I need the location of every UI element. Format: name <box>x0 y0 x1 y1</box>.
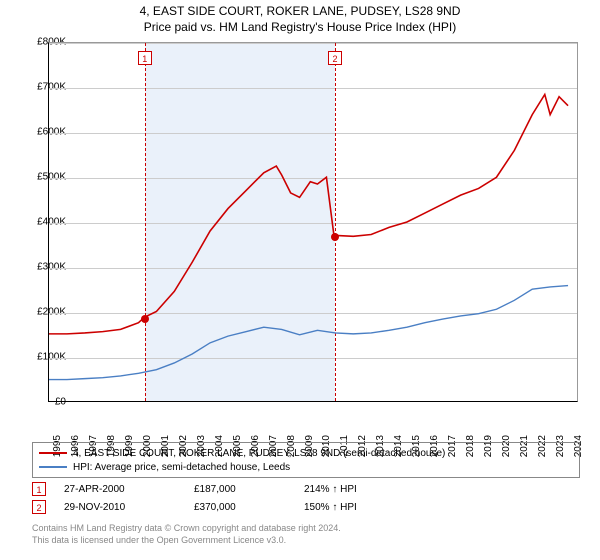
sale-date-2: 29-NOV-2010 <box>64 502 194 513</box>
legend-row-hpi: HPI: Average price, semi-detached house,… <box>39 460 573 474</box>
legend-swatch-hpi <box>39 466 67 468</box>
attribution-line2: This data is licensed under the Open Gov… <box>32 534 580 546</box>
sale-marker-2: 2 <box>32 500 46 514</box>
sale-row-1: 1 27-APR-2000 £187,000 214% ↑ HPI <box>32 480 580 498</box>
sale-pct-1: 214% ↑ HPI <box>304 484 357 495</box>
legend: 4, EAST SIDE COURT, ROKER LANE, PUDSEY, … <box>32 442 580 478</box>
sale-dot-2 <box>331 233 339 241</box>
chart-container: 4, EAST SIDE COURT, ROKER LANE, PUDSEY, … <box>0 0 600 560</box>
sale-date-1: 27-APR-2000 <box>64 484 194 495</box>
legend-row-property: 4, EAST SIDE COURT, ROKER LANE, PUDSEY, … <box>39 446 573 460</box>
sale-marker-1: 1 <box>32 482 46 496</box>
attribution-line1: Contains HM Land Registry data © Crown c… <box>32 522 580 534</box>
sale-price-2: £370,000 <box>194 502 304 513</box>
sale-price-1: £187,000 <box>194 484 304 495</box>
series-property <box>49 94 568 333</box>
title-subtitle: Price paid vs. HM Land Registry's House … <box>0 20 600 34</box>
chart-plot-area: 12 <box>48 42 578 402</box>
sale-pct-2: 150% ↑ HPI <box>304 502 357 513</box>
legend-swatch-property <box>39 452 67 454</box>
sale-row-2: 2 29-NOV-2010 £370,000 150% ↑ HPI <box>32 498 580 516</box>
titles: 4, EAST SIDE COURT, ROKER LANE, PUDSEY, … <box>0 0 600 34</box>
series-hpi <box>49 286 568 380</box>
attribution: Contains HM Land Registry data © Crown c… <box>32 522 580 546</box>
legend-label-property: 4, EAST SIDE COURT, ROKER LANE, PUDSEY, … <box>73 448 445 459</box>
sale-dot-1 <box>141 315 149 323</box>
legend-label-hpi: HPI: Average price, semi-detached house,… <box>73 462 290 473</box>
sales-table: 1 27-APR-2000 £187,000 214% ↑ HPI 2 29-N… <box>32 480 580 516</box>
title-address: 4, EAST SIDE COURT, ROKER LANE, PUDSEY, … <box>0 4 600 18</box>
